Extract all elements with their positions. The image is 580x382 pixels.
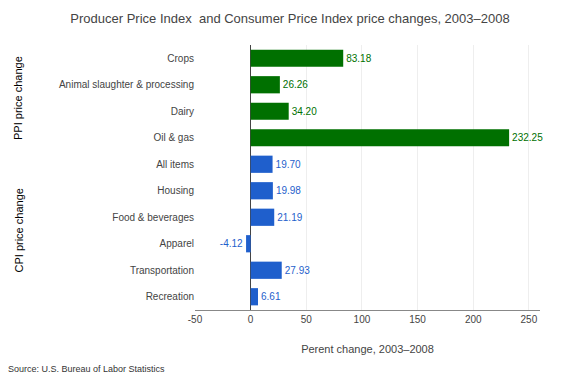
- svg-text:Apparel: Apparel: [160, 238, 194, 249]
- svg-text:26.26: 26.26: [283, 79, 308, 90]
- svg-text:Recreation: Recreation: [146, 291, 194, 302]
- svg-text:250: 250: [521, 314, 538, 325]
- svg-text:100: 100: [354, 314, 371, 325]
- svg-text:6.61: 6.61: [261, 291, 281, 302]
- svg-text:All items: All items: [156, 159, 194, 170]
- svg-text:Producer Price Index and Cons: Producer Price Index and Consumer Price …: [70, 11, 509, 26]
- svg-text:Animal slaughter & processing: Animal slaughter & processing: [59, 79, 194, 90]
- svg-text:50: 50: [301, 314, 313, 325]
- svg-text:PPI price change: PPI price change: [12, 56, 24, 140]
- svg-text:150: 150: [409, 314, 426, 325]
- svg-text:27.93: 27.93: [285, 265, 310, 276]
- svg-text:21.19: 21.19: [277, 212, 302, 223]
- svg-text:-50: -50: [188, 314, 203, 325]
- svg-text:34.20: 34.20: [292, 106, 317, 117]
- svg-text:CPI price change: CPI price change: [13, 188, 25, 272]
- svg-text:Perent change, 2003–2008: Perent change, 2003–2008: [301, 343, 434, 355]
- svg-text:19.98: 19.98: [276, 185, 301, 196]
- svg-text:Housing: Housing: [157, 185, 194, 196]
- svg-text:Food & beverages: Food & beverages: [112, 212, 194, 223]
- svg-text:19.70: 19.70: [276, 159, 301, 170]
- svg-text:200: 200: [465, 314, 482, 325]
- svg-text:Dairy: Dairy: [171, 106, 194, 117]
- svg-text:Source: U.S. Bureau of Labor S: Source: U.S. Bureau of Labor Statistics: [8, 364, 165, 374]
- svg-text:0: 0: [248, 314, 254, 325]
- svg-text:Transportation: Transportation: [130, 265, 194, 276]
- svg-text:Crops: Crops: [167, 53, 194, 64]
- svg-text:232.25: 232.25: [512, 132, 543, 143]
- svg-text:83.18: 83.18: [346, 53, 371, 64]
- svg-text:Oil & gas: Oil & gas: [153, 132, 194, 143]
- svg-text:-4.12: -4.12: [220, 238, 243, 249]
